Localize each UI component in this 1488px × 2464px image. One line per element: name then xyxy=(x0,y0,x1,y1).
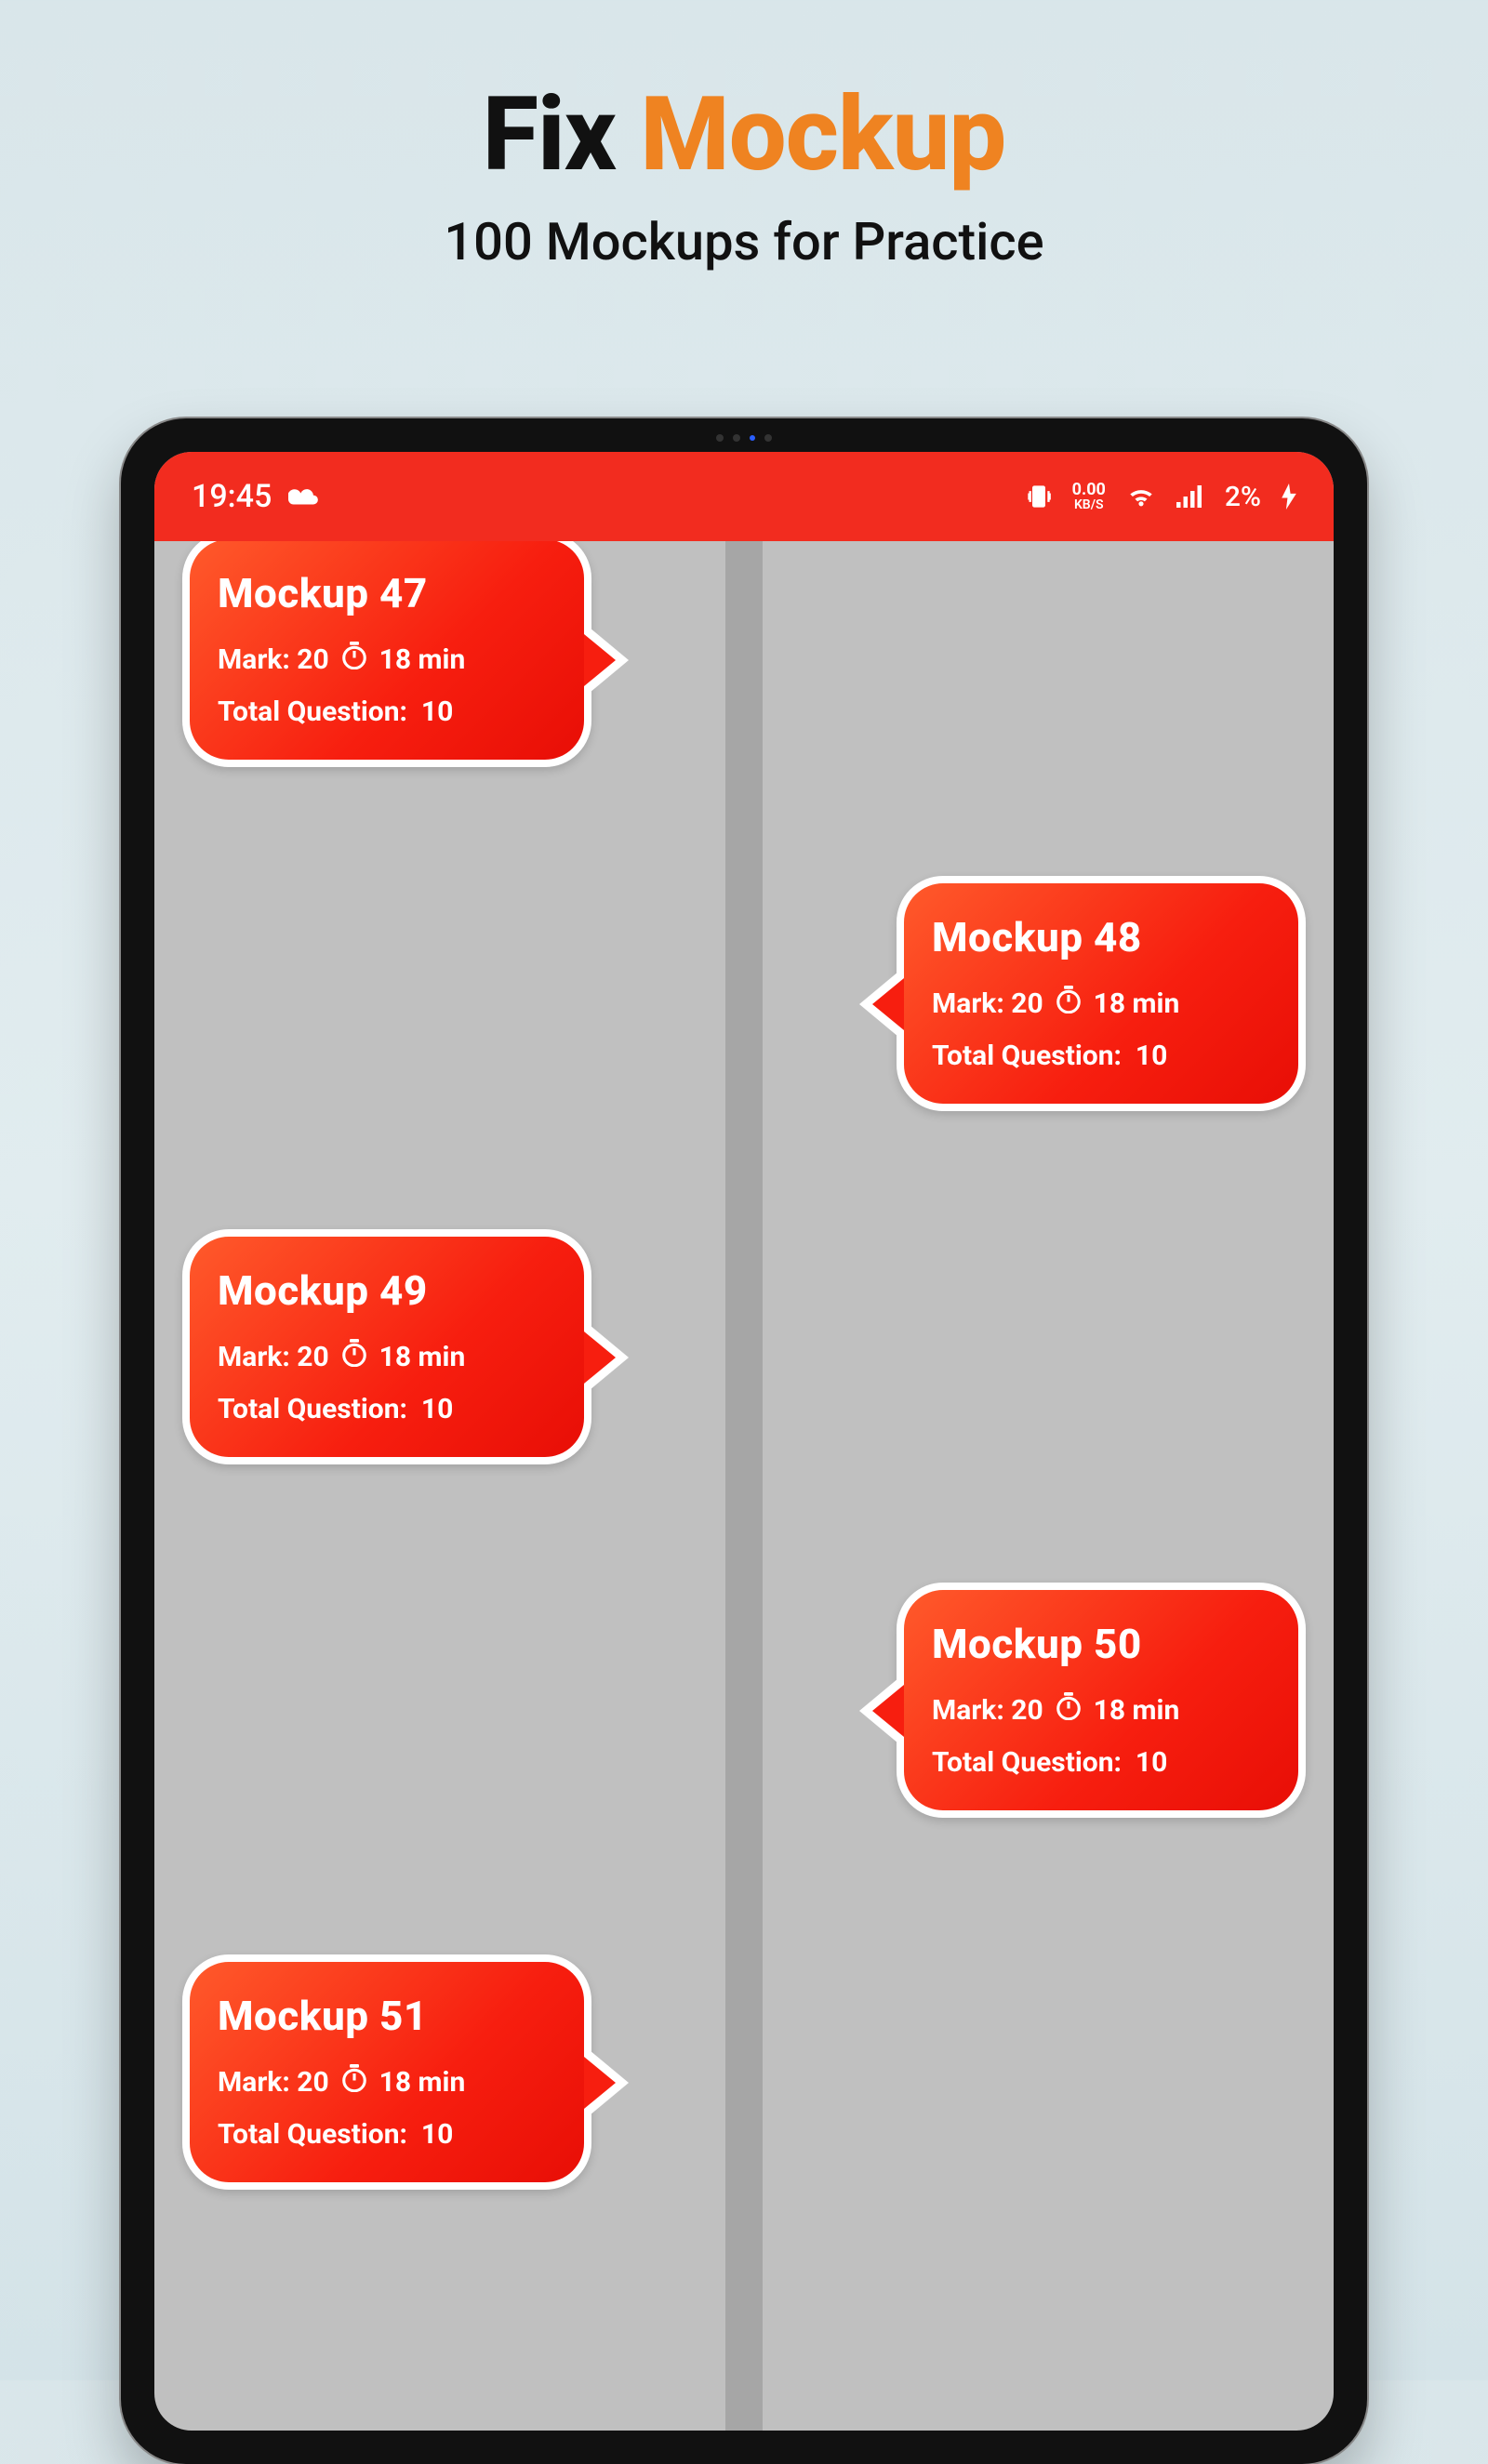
promo-subtitle: 100 Mockups for Practice xyxy=(0,211,1488,272)
total-questions-label: Total Question: 10 xyxy=(218,2118,453,2151)
promo-title: Fix Mockup xyxy=(0,0,1488,194)
mark-label: Mark: 20 xyxy=(218,643,329,676)
signal-icon xyxy=(1176,484,1204,509)
tablet-screen: 19:45 0.00 KB/S 2% Mockup 47 Mark: 20 xyxy=(154,452,1334,2431)
status-right: 0.00 KB/S 2% xyxy=(1026,481,1296,513)
tablet-notch xyxy=(642,431,846,444)
mockup-card-total: Total Question: 10 xyxy=(932,1746,1272,1779)
promo-title-word2: Mockup xyxy=(640,74,1005,194)
bubble-pointer xyxy=(584,2046,629,2120)
time-label: 18 min xyxy=(379,2066,466,2099)
bubble-pointer xyxy=(859,967,904,1041)
mockup-card-title: Mockup 47 xyxy=(218,569,558,617)
time-label: 18 min xyxy=(379,643,466,676)
timer-icon xyxy=(342,2064,366,2100)
mockup-card[interactable]: Mockup 49 Mark: 20 18 min Total Question… xyxy=(182,1229,591,1464)
mockup-card-meta: Mark: 20 18 min xyxy=(218,2064,558,2100)
time-label: 18 min xyxy=(1094,1694,1180,1727)
cloud-icon xyxy=(288,485,320,508)
total-questions-label: Total Question: 10 xyxy=(218,1393,453,1425)
mockup-card-total: Total Question: 10 xyxy=(218,1393,558,1425)
wifi-icon xyxy=(1126,484,1156,509)
battery-text: 2% xyxy=(1225,481,1261,513)
charging-icon xyxy=(1282,484,1296,510)
bubble-pointer xyxy=(584,623,629,697)
mockup-card-title: Mockup 51 xyxy=(218,1992,558,2040)
mockup-card[interactable]: Mockup 48 Mark: 20 18 min Total Question… xyxy=(897,876,1306,1111)
mark-label: Mark: 20 xyxy=(218,1341,329,1373)
total-questions-label: Total Question: 10 xyxy=(218,695,453,728)
mockup-card[interactable]: Mockup 50 Mark: 20 18 min Total Question… xyxy=(897,1583,1306,1818)
time-label: 18 min xyxy=(1094,987,1180,1020)
mockup-card-total: Total Question: 10 xyxy=(218,695,558,728)
mockup-card-total: Total Question: 10 xyxy=(932,1040,1272,1072)
mockup-card[interactable]: Mockup 51 Mark: 20 18 min Total Question… xyxy=(182,1954,591,2190)
timer-icon xyxy=(1056,1692,1081,1728)
mockup-card[interactable]: Mockup 47 Mark: 20 18 min Total Question… xyxy=(182,541,591,767)
timer-icon xyxy=(342,642,366,677)
total-questions-label: Total Question: 10 xyxy=(932,1746,1167,1779)
promo-title-word1: Fix xyxy=(483,74,616,194)
mockup-card-meta: Mark: 20 18 min xyxy=(218,642,558,677)
mark-label: Mark: 20 xyxy=(932,987,1043,1020)
mockup-timeline: Mockup 47 Mark: 20 18 min Total Question… xyxy=(154,541,1334,2431)
bubble-pointer xyxy=(584,1320,629,1395)
network-speed: 0.00 KB/S xyxy=(1072,482,1106,511)
status-bar: 19:45 0.00 KB/S 2% xyxy=(154,452,1334,541)
timer-icon xyxy=(342,1339,366,1374)
status-time: 19:45 xyxy=(192,478,272,515)
mark-label: Mark: 20 xyxy=(218,2066,329,2099)
bubble-pointer xyxy=(859,1674,904,1748)
vibrate-icon xyxy=(1026,483,1052,510)
total-questions-label: Total Question: 10 xyxy=(932,1040,1167,1072)
mockup-card-title: Mockup 50 xyxy=(932,1620,1272,1668)
mockup-card-title: Mockup 49 xyxy=(218,1266,558,1315)
mockup-card-meta: Mark: 20 18 min xyxy=(932,1692,1272,1728)
status-left: 19:45 xyxy=(192,478,320,515)
mockup-card-meta: Mark: 20 18 min xyxy=(932,986,1272,1021)
timeline-line xyxy=(725,541,763,2431)
tablet-frame: 19:45 0.00 KB/S 2% Mockup 47 Mark: 20 xyxy=(121,418,1367,2464)
timer-icon xyxy=(1056,986,1081,1021)
mark-label: Mark: 20 xyxy=(932,1694,1043,1727)
mockup-card-title: Mockup 48 xyxy=(932,913,1272,961)
mockup-card-total: Total Question: 10 xyxy=(218,2118,558,2151)
mockup-card-meta: Mark: 20 18 min xyxy=(218,1339,558,1374)
time-label: 18 min xyxy=(379,1341,466,1373)
